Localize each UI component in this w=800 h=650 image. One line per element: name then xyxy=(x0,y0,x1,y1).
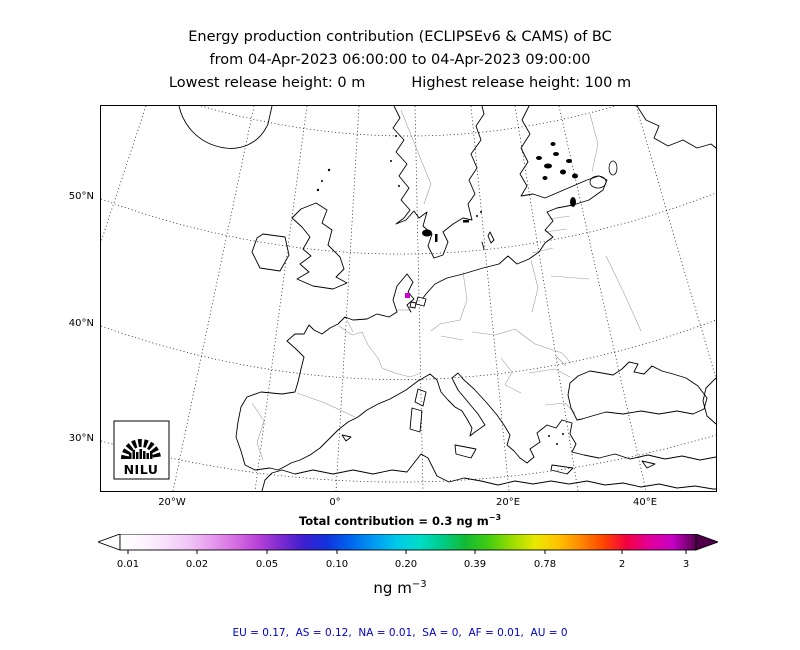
colorbar-unit-label: ng m−3 xyxy=(373,579,427,597)
colorbar-tick-marks xyxy=(127,550,687,554)
colorbar-tick-label: 3 xyxy=(682,559,690,570)
regional-contributions-label: EU = 0.17, AS = 0.12, NA = 0.01, SA = 0,… xyxy=(232,627,568,639)
coastline-denmark xyxy=(392,273,415,313)
meridian-20e xyxy=(470,106,510,491)
map-panel: NILU xyxy=(100,105,717,492)
island-sicily xyxy=(454,444,477,459)
parallel-60n xyxy=(200,106,616,137)
colorbar xyxy=(98,534,718,554)
lon-label-20e: 20°E xyxy=(495,497,521,508)
coastlines xyxy=(178,106,716,491)
coastline-ireland xyxy=(251,233,290,272)
figure-title: Energy production contribution (ECLIPSEv… xyxy=(188,29,612,45)
meridian-10w xyxy=(254,106,308,491)
coastline-great-britain xyxy=(291,202,348,290)
colorbar-right-arrow xyxy=(695,534,718,551)
island-oland xyxy=(481,241,485,250)
meridian-30w xyxy=(101,106,147,243)
total-contribution-label: Total contribution = 0.3 ng m−3 xyxy=(298,513,502,528)
island-zealand xyxy=(415,296,427,307)
nilu-logo-text: NILU xyxy=(124,462,159,477)
meridian-40e xyxy=(558,106,647,491)
meridian-30e xyxy=(514,106,579,491)
meridian-20w xyxy=(172,106,255,491)
lon-label-40e: 40°E xyxy=(632,497,658,508)
figure-subtitle-daterange: from 04-Apr-2023 06:00:00 to 04-Apr-2023… xyxy=(209,52,591,68)
colorbar-tick-label: 2 xyxy=(618,559,626,570)
colorbar-tick-label: 0.20 xyxy=(394,559,418,570)
lon-label-0: 0° xyxy=(329,497,341,508)
highest-release-height-label: Highest release height: 100 m xyxy=(411,75,632,91)
country-borders xyxy=(251,109,642,461)
nilu-logo-skyline-icon xyxy=(129,449,153,459)
coastline-continental-europe xyxy=(235,311,716,471)
colorbar-tick-label: 0.10 xyxy=(325,559,349,570)
colorbar-tick-label: 0.05 xyxy=(255,559,279,570)
island-funen xyxy=(409,301,417,309)
lon-label-20w: 20°W xyxy=(158,497,186,508)
parallel-40n xyxy=(101,319,716,380)
lakes-and-specks xyxy=(316,135,618,445)
coastline-black-sea xyxy=(567,361,708,421)
meridian-0 xyxy=(335,106,360,491)
island-crete xyxy=(550,464,574,475)
meridian-10e xyxy=(414,106,424,491)
island-sardinia xyxy=(409,407,423,433)
lat-label-50n: 50°N xyxy=(68,191,94,202)
figure-titles: Energy production contribution (ECLIPSEv… xyxy=(0,26,800,95)
island-cyprus xyxy=(641,460,656,469)
parallel-30n xyxy=(101,434,716,483)
lowest-release-height-label: Lowest release height: 0 m xyxy=(168,75,366,91)
island-gotland xyxy=(487,231,495,244)
europe-map: NILU xyxy=(101,106,716,491)
parallel-50n xyxy=(101,192,716,255)
colorbar-gradient xyxy=(119,534,697,551)
meridian-50e xyxy=(635,106,716,380)
coastline-scandinavia xyxy=(392,106,485,259)
lat-label-40n: 40°N xyxy=(68,318,94,329)
colorbar-tick-label: 0.01 xyxy=(116,559,140,570)
release-height-line: Lowest release height: 0 m Highest relea… xyxy=(0,72,800,95)
coastline-north-africa xyxy=(261,453,716,491)
coastline-caspian xyxy=(702,377,716,425)
nilu-logo: NILU xyxy=(113,420,170,480)
island-balearics xyxy=(341,434,352,442)
coastline-kola xyxy=(636,106,716,149)
colorbar-tick-label: 0.39 xyxy=(463,559,487,570)
colorbar-left-arrow xyxy=(98,534,121,551)
colorbar-tick-label: 0.02 xyxy=(185,559,209,570)
island-corsica xyxy=(414,388,427,407)
coastline-iceland xyxy=(178,106,273,149)
release-location-marker xyxy=(405,293,410,298)
lat-label-30n: 30°N xyxy=(68,433,94,444)
colorbar-tick-label: 0.78 xyxy=(533,559,557,570)
nilu-logo-arc-icon xyxy=(121,439,161,460)
graticule xyxy=(101,106,716,491)
